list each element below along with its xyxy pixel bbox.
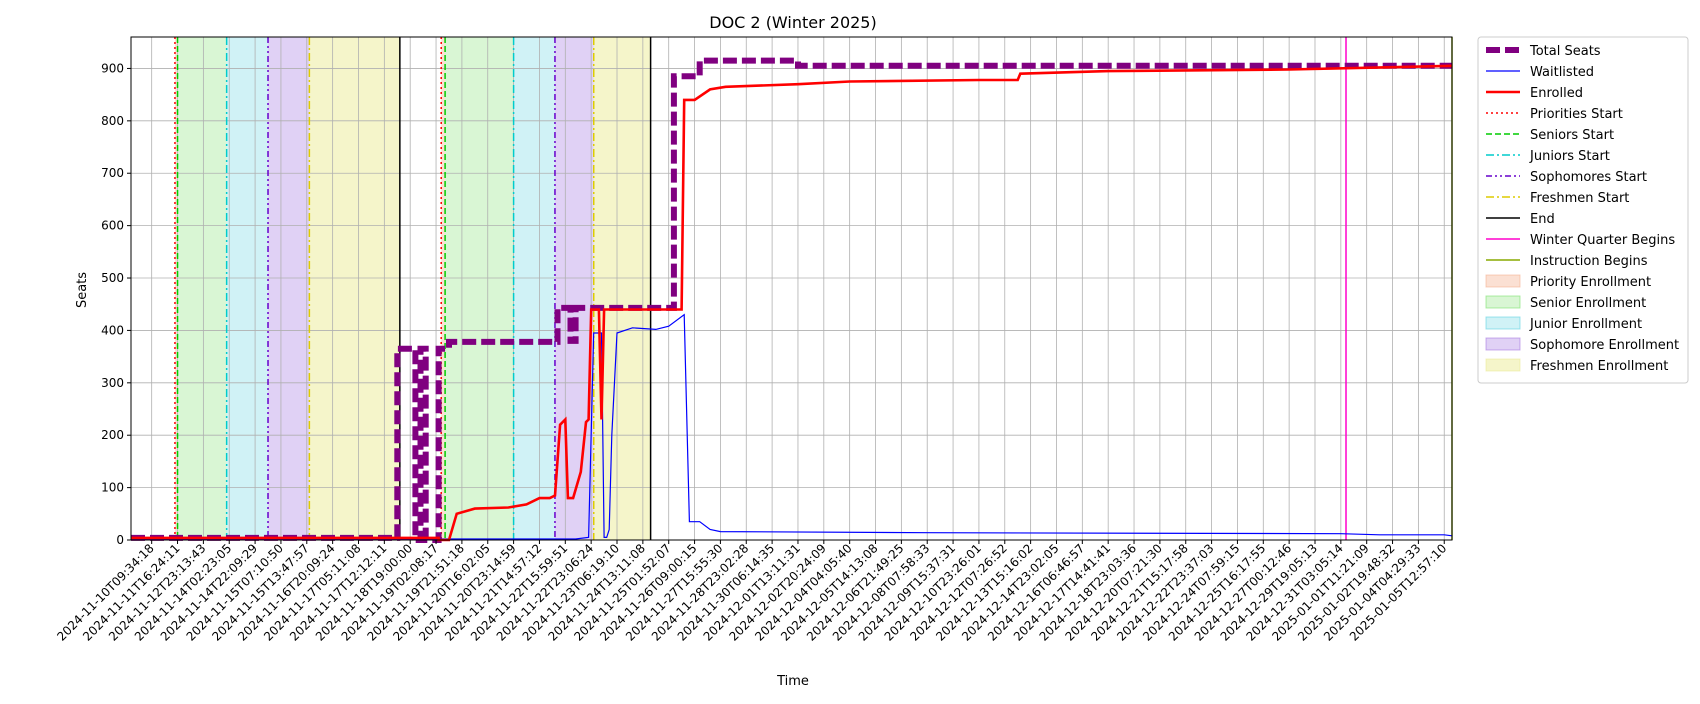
legend-swatch: [1485, 274, 1521, 288]
y-tick-label: 800: [101, 114, 124, 128]
legend-box: [1477, 36, 1689, 384]
y-tick-label: 900: [101, 61, 124, 75]
band-priority-enrollment: [174, 37, 178, 540]
x-axis: 2024-11-10T09:34:182024-11-11T16:24:1120…: [54, 540, 1449, 644]
y-axis: 0 100 200 300 400 500 600 700 800 900: [101, 61, 131, 547]
legend-label: Freshmen Enrollment: [1530, 359, 1668, 374]
band-senior-enrollment: [445, 37, 514, 540]
legend-label: Priorities Start: [1530, 107, 1623, 122]
band-sophomore-enrollment: [268, 37, 310, 540]
y-tick-label: 400: [101, 323, 124, 337]
band-priority-enrollment: [441, 37, 446, 540]
legend-label: Juniors Start: [1529, 149, 1610, 164]
y-tick-label: 300: [101, 376, 124, 390]
y-tick-label: 700: [101, 166, 124, 180]
band-freshmen-enrollment: [593, 37, 651, 540]
legend-label: Enrolled: [1530, 86, 1583, 101]
x-axis-label: Time: [776, 674, 809, 689]
legend-label: Waitlisted: [1530, 65, 1594, 80]
legend-swatch: [1485, 358, 1521, 372]
legend-label: Sophomores Start: [1530, 170, 1647, 185]
legend: Total Seats Waitlisted Enrolled Priorities …: [1477, 36, 1689, 384]
legend-label: End: [1530, 212, 1555, 227]
band-freshmen-enrollment: [309, 37, 400, 540]
legend-label: Freshmen Start: [1530, 191, 1629, 206]
legend-label: Seniors Start: [1530, 128, 1614, 143]
y-tick-label: 100: [101, 481, 124, 495]
y-tick-label: 0: [116, 533, 124, 547]
band-sophomore-enrollment: [554, 37, 594, 540]
legend-label: Instruction Begins: [1530, 254, 1648, 269]
y-axis-label: Seats: [75, 272, 90, 308]
band-junior-enrollment: [513, 37, 555, 540]
legend-label: Junior Enrollment: [1529, 317, 1642, 332]
plot-border: [130, 36, 1453, 541]
legend-label: Sophomore Enrollment: [1530, 338, 1679, 353]
legend-swatch: [1485, 337, 1521, 351]
chart-title: DOC 2 (Winter 2025): [709, 13, 876, 32]
legend-swatch: [1485, 316, 1521, 330]
band-junior-enrollment: [226, 37, 269, 540]
legend-swatch: [1485, 295, 1521, 309]
series-enrolled: [131, 64, 1453, 542]
band-senior-enrollment: [177, 37, 227, 540]
plot-frame: [130, 36, 1453, 541]
y-tick-label: 500: [101, 271, 124, 285]
phase-markers: [174, 37, 1453, 540]
legend-label: Winter Quarter Begins: [1530, 233, 1675, 248]
series-waitlisted: [131, 313, 1453, 540]
y-tick-label: 200: [101, 428, 124, 442]
y-tick-label: 600: [101, 219, 124, 233]
legend-label: Total Seats: [1529, 44, 1601, 59]
legend-label: Priority Enrollment: [1530, 275, 1651, 290]
legend-label: Senior Enrollment: [1530, 296, 1646, 311]
